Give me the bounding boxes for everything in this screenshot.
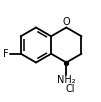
- Text: F: F: [3, 49, 9, 59]
- Text: Cl: Cl: [65, 84, 75, 94]
- Text: NH₂: NH₂: [57, 75, 76, 85]
- Text: O: O: [63, 17, 70, 27]
